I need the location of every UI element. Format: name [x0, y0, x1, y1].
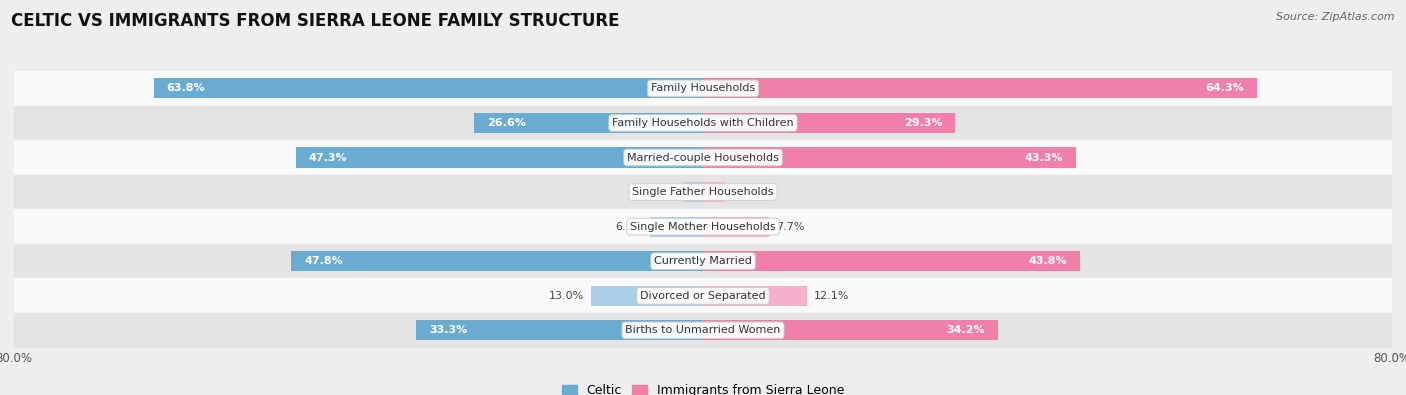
Text: 26.6%: 26.6% — [486, 118, 526, 128]
Text: 47.8%: 47.8% — [304, 256, 343, 266]
Text: 33.3%: 33.3% — [429, 325, 467, 335]
Bar — [153, 78, 703, 98]
Text: 6.1%: 6.1% — [616, 222, 644, 231]
Bar — [703, 251, 1080, 271]
Text: Single Father Households: Single Father Households — [633, 187, 773, 197]
Bar — [14, 106, 1392, 140]
Bar — [14, 278, 1392, 313]
Bar — [295, 147, 703, 167]
Bar — [474, 113, 703, 133]
Text: Family Households: Family Households — [651, 83, 755, 93]
Text: CELTIC VS IMMIGRANTS FROM SIERRA LEONE FAMILY STRUCTURE: CELTIC VS IMMIGRANTS FROM SIERRA LEONE F… — [11, 12, 620, 30]
Bar — [14, 71, 1392, 106]
Text: 43.3%: 43.3% — [1025, 152, 1063, 162]
Bar — [703, 147, 1076, 167]
Text: Currently Married: Currently Married — [654, 256, 752, 266]
Text: 64.3%: 64.3% — [1205, 83, 1244, 93]
Bar — [416, 320, 703, 340]
Bar — [14, 140, 1392, 175]
Text: 7.7%: 7.7% — [776, 222, 804, 231]
Bar — [703, 182, 724, 202]
Text: 2.3%: 2.3% — [648, 187, 676, 197]
Bar — [703, 216, 769, 237]
Text: 63.8%: 63.8% — [166, 83, 205, 93]
Legend: Celtic, Immigrants from Sierra Leone: Celtic, Immigrants from Sierra Leone — [557, 379, 849, 395]
Text: 34.2%: 34.2% — [946, 325, 984, 335]
Bar — [14, 244, 1392, 278]
Text: 47.3%: 47.3% — [308, 152, 347, 162]
Text: Births to Unmarried Women: Births to Unmarried Women — [626, 325, 780, 335]
Text: 43.8%: 43.8% — [1029, 256, 1067, 266]
Text: Single Mother Households: Single Mother Households — [630, 222, 776, 231]
Text: 2.5%: 2.5% — [731, 187, 759, 197]
Bar — [703, 113, 955, 133]
Bar — [683, 182, 703, 202]
Bar — [14, 209, 1392, 244]
Text: Married-couple Households: Married-couple Households — [627, 152, 779, 162]
Bar — [651, 216, 703, 237]
Bar — [703, 320, 997, 340]
Bar — [291, 251, 703, 271]
Text: 29.3%: 29.3% — [904, 118, 942, 128]
Bar — [591, 286, 703, 306]
Text: Divorced or Separated: Divorced or Separated — [640, 291, 766, 301]
Bar — [14, 313, 1392, 348]
Text: 13.0%: 13.0% — [548, 291, 583, 301]
Bar — [14, 175, 1392, 209]
Bar — [703, 286, 807, 306]
Bar — [703, 78, 1257, 98]
Text: 12.1%: 12.1% — [814, 291, 849, 301]
Text: Source: ZipAtlas.com: Source: ZipAtlas.com — [1277, 12, 1395, 22]
Text: Family Households with Children: Family Households with Children — [612, 118, 794, 128]
